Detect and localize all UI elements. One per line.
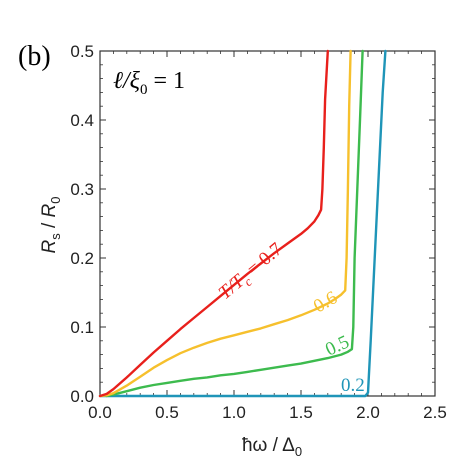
x-tick-label: 1.5 [289,403,313,422]
y-axis-label: Rs / R0 [39,196,63,253]
y-tick-label: 0.2 [70,249,94,268]
series-line-0.7 [98,49,329,398]
series-group [98,49,387,398]
y-axis-ticks: 0.0 0.1 0.2 0.3 0.4 0.5 [70,42,435,406]
x-tick-label: 1.0 [222,403,246,422]
series-line-0.5 [105,49,364,398]
y-axis-label-slash: / [39,217,60,233]
x-axis-label-sub: 0 [295,444,302,459]
series-label-0.6: 0.6 [310,287,341,317]
annotation-sub: 0 [140,82,148,98]
x-tick-label: 0.0 [88,403,112,422]
series-label-0.7-value: = 0.7 [239,239,286,283]
x-tick-label: 0.5 [155,403,179,422]
y-axis-label-zero: 0 [48,196,63,203]
y-axis-label-s: s [48,233,63,240]
y-axis-label-r: R [39,240,60,254]
y-tick-label: 0.0 [70,387,94,406]
y-axis-label-r0: R [39,203,60,217]
x-axis-label: ħω / Δ0 [242,435,302,459]
y-tick-label: 0.4 [70,111,94,130]
series-line-0.2 [98,49,387,398]
annotation-lhs: ℓ/ξ [113,68,141,94]
plot-frame [99,50,436,397]
series-label-0.5: 0.5 [322,331,352,360]
y-tick-label: 0.5 [70,42,94,61]
x-tick-label: 2.5 [423,403,447,422]
x-axis-label-main: ħω / Δ [242,435,295,456]
x-tick-label: 2.0 [356,403,380,422]
plot-border [99,50,436,397]
series-label-0.7: T/Tc = 0.7 [215,239,289,306]
series-label-0.2: 0.2 [341,375,365,396]
annotation-rhs: = 1 [147,68,185,94]
x-axis-ticks: 0.0 0.5 1.0 1.5 2.0 2.5 [88,51,447,422]
y-tick-label: 0.3 [70,180,94,199]
panel-label: (b) [18,41,51,72]
y-tick-label: 0.1 [70,318,94,337]
parameter-annotation: ℓ/ξ0 = 1 [113,68,185,98]
series-line-0.6 [98,49,352,398]
